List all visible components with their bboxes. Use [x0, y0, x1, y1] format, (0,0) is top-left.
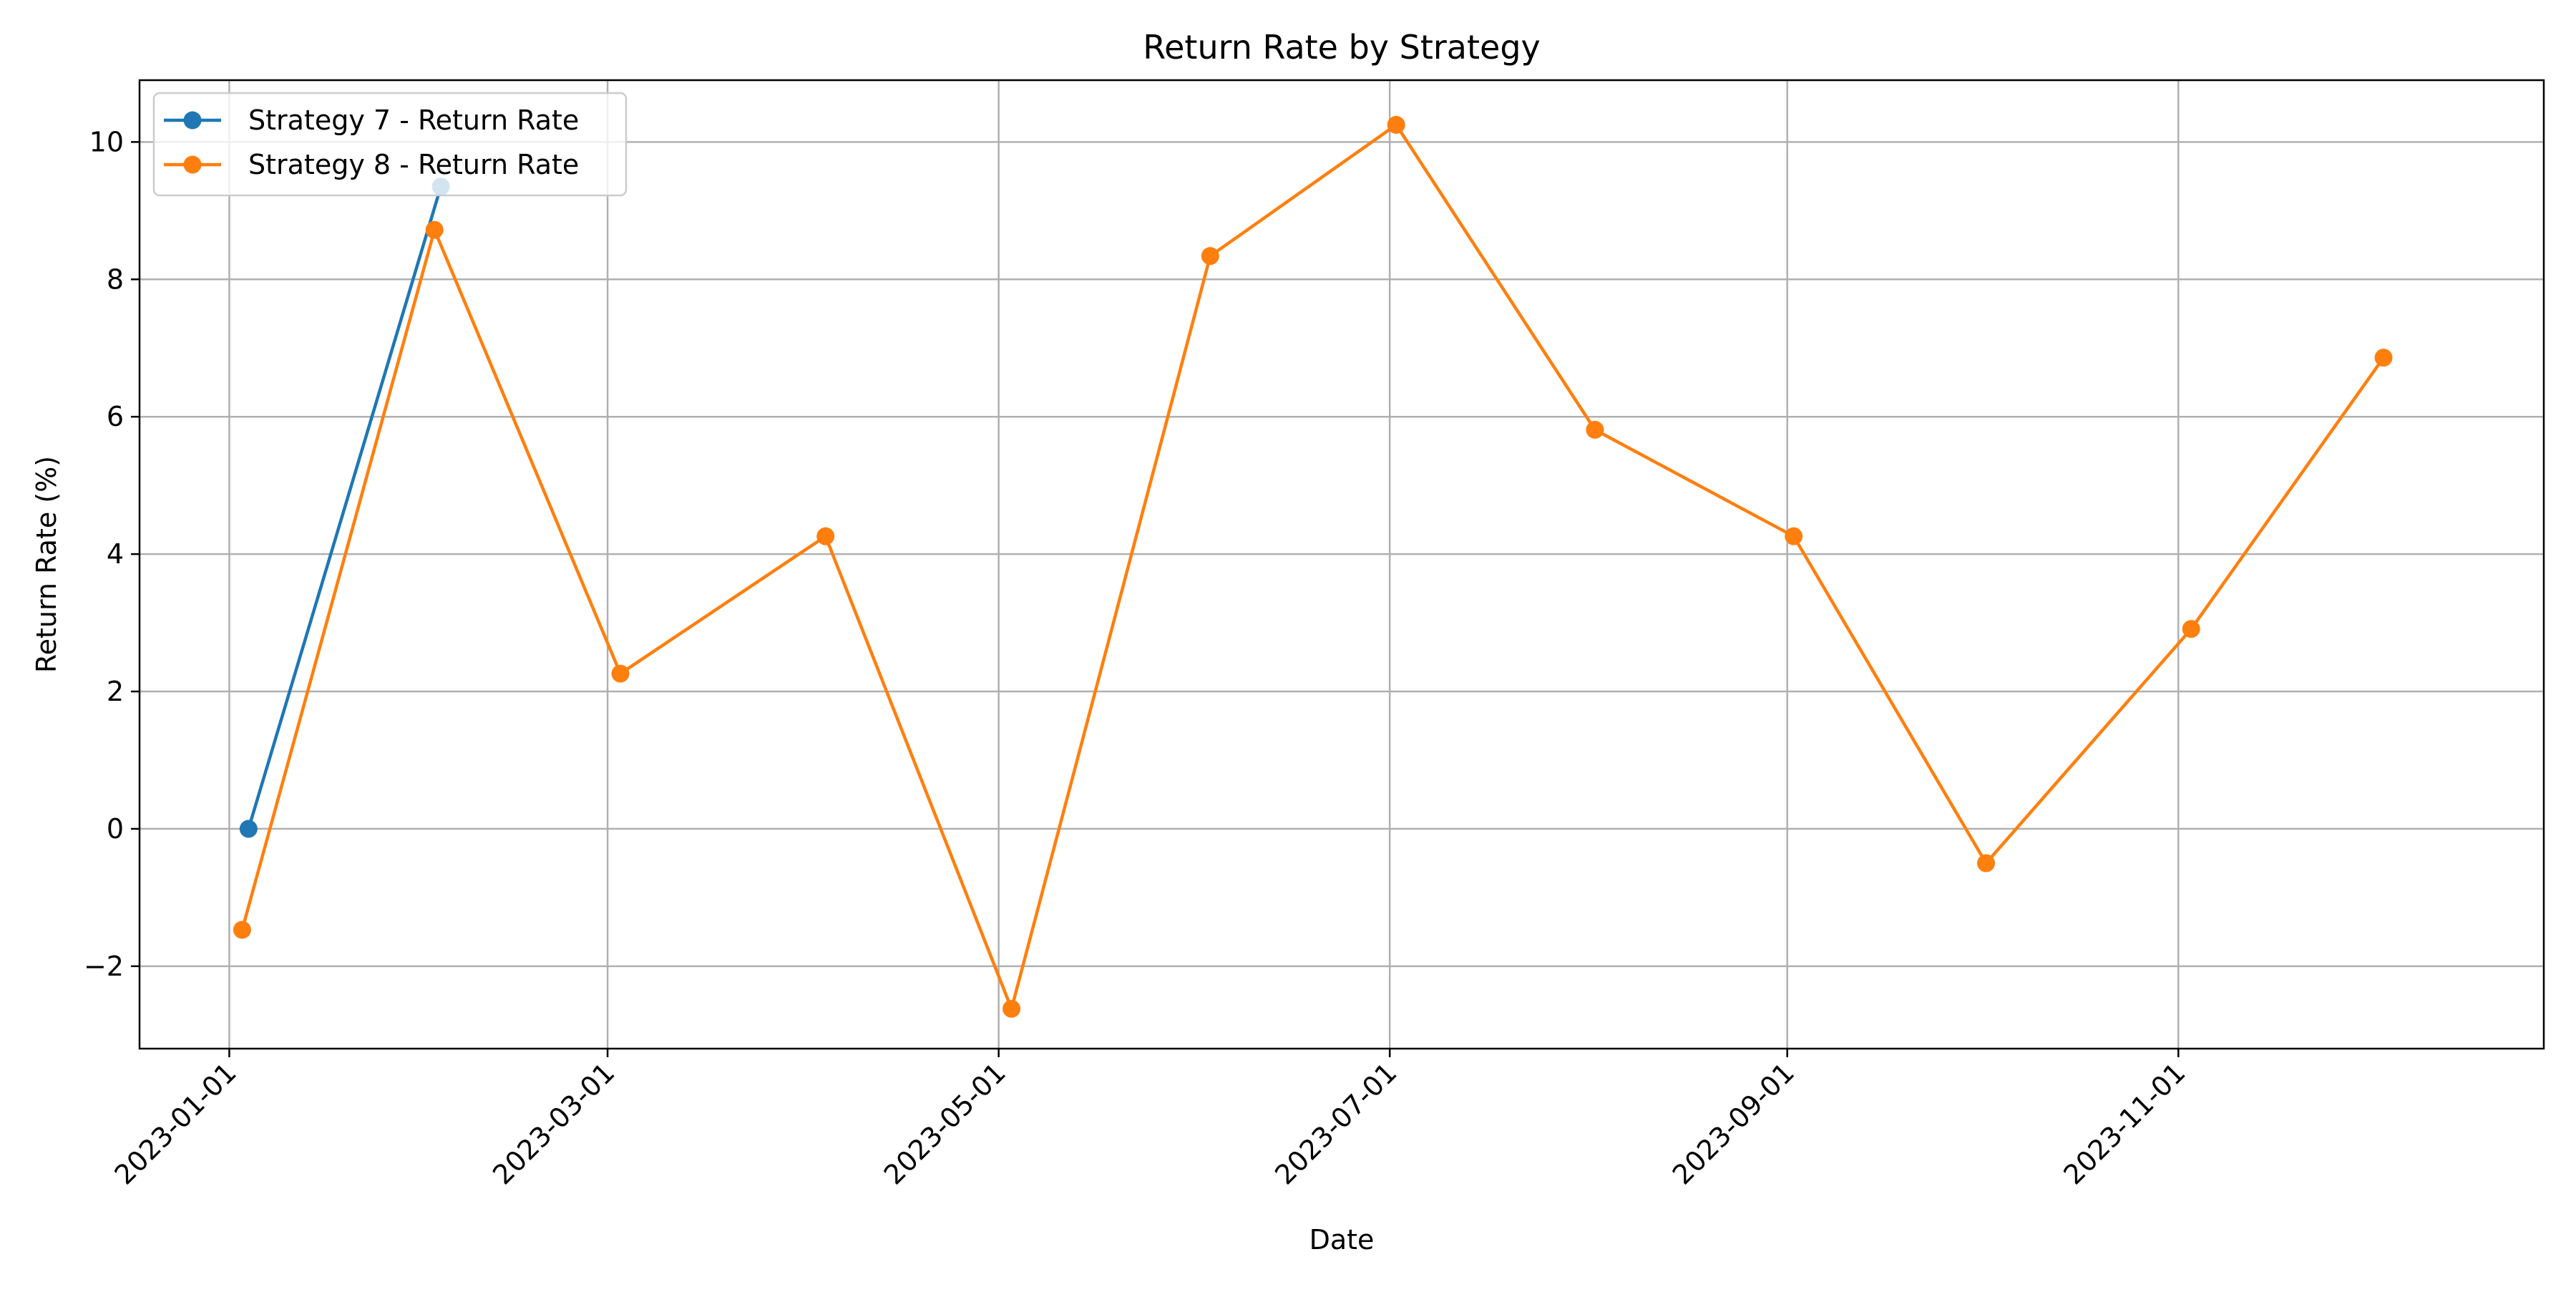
- y-tick-label: 4: [107, 538, 124, 570]
- x-axis-label: Date: [1309, 1224, 1375, 1255]
- data-point: [1387, 115, 1405, 134]
- series-group: [233, 115, 2393, 1018]
- series-line: [247, 186, 443, 830]
- y-tick-label: 0: [107, 813, 124, 845]
- data-point: [611, 664, 630, 683]
- legend-label: Strategy 7 - Return Rate: [248, 105, 579, 136]
- grid-lines: [140, 80, 2544, 1049]
- chart-title: Return Rate by Strategy: [1143, 28, 1541, 67]
- y-tick-label: 10: [89, 126, 124, 157]
- data-point: [816, 527, 835, 545]
- legend-item: Strategy 8 - Return Rate: [164, 149, 579, 180]
- data-point: [2182, 620, 2200, 638]
- y-tick-label: 6: [107, 401, 124, 432]
- data-point: [1785, 527, 1803, 545]
- y-axis-label: Return Rate (%): [31, 456, 62, 673]
- y-tick-label: 2: [107, 676, 124, 707]
- legend-item: Strategy 7 - Return Rate: [164, 105, 579, 136]
- legend-marker: [183, 155, 202, 174]
- data-point: [239, 820, 258, 838]
- y-tick-label: 8: [107, 263, 124, 295]
- y-axis: −2 0 2 4 6 8 10: [84, 126, 140, 982]
- series-2: [233, 115, 2393, 1018]
- data-point: [1976, 854, 1995, 873]
- y-tick-label: −2: [84, 951, 124, 982]
- legend-marker: [183, 111, 202, 130]
- data-point: [233, 921, 251, 939]
- series-line: [240, 123, 2385, 1011]
- plot-frame: [138, 79, 2545, 1050]
- data-point: [425, 220, 444, 239]
- legend-label: Strategy 8 - Return Rate: [248, 149, 579, 180]
- data-point: [1586, 420, 1604, 439]
- data-point: [1002, 999, 1021, 1018]
- legend-box: [152, 92, 628, 197]
- data-point: [1201, 247, 1219, 266]
- data-point: [2374, 349, 2393, 367]
- legend: Strategy 7 - Return Rate Strategy 8 - Ret…: [152, 92, 628, 197]
